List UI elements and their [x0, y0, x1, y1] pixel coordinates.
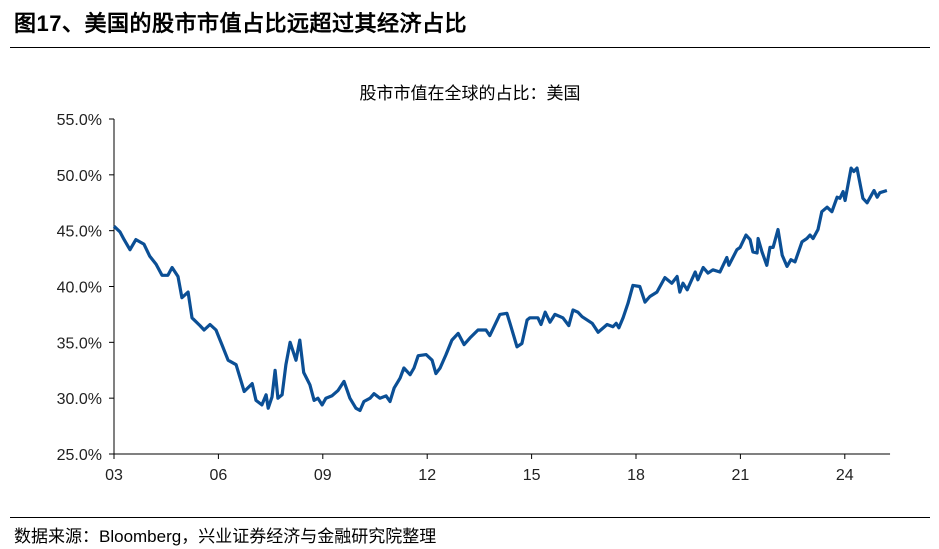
chart-title: 股市市值在全球的占比：美国 — [360, 84, 581, 103]
x-tick-label: 21 — [732, 467, 750, 484]
y-tick-label: 40.0% — [57, 280, 102, 297]
y-tick-label: 30.0% — [57, 391, 102, 408]
x-tick-label: 09 — [314, 467, 332, 484]
x-tick-label: 15 — [523, 467, 541, 484]
y-tick-label: 45.0% — [57, 224, 102, 241]
y-tick-label: 55.0% — [57, 112, 102, 129]
y-tick-label: 50.0% — [57, 168, 102, 185]
y-tick-label: 25.0% — [57, 447, 102, 464]
x-tick-label: 12 — [418, 467, 436, 484]
x-tick-label: 06 — [210, 467, 228, 484]
x-tick-label: 24 — [836, 467, 854, 484]
top-rule — [10, 47, 930, 48]
series-line-us — [112, 166, 888, 413]
x-tick-label: 18 — [627, 467, 645, 484]
y-tick-label: 35.0% — [57, 335, 102, 352]
figure-title: 图17、美国的股市市值占比远超过其经济占比 — [14, 11, 467, 36]
x-tick-label: 03 — [105, 467, 123, 484]
source-note: 数据来源：Bloomberg，兴业证券经济与金融研究院整理 — [14, 527, 437, 546]
bottom-rule — [10, 517, 930, 518]
